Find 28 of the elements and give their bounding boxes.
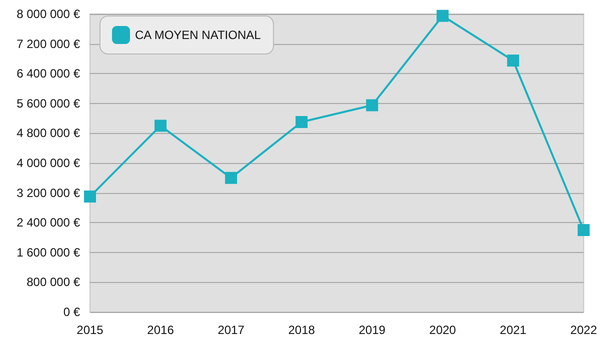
y-tick-label: 4 800 000 € [16,126,80,140]
y-tick-label: 0 € [63,305,80,319]
y-tick-label: 4 000 000 € [16,156,80,170]
y-tick-label: 8 000 000 € [16,7,80,21]
y-tick-label: 3 200 000 € [16,186,80,200]
y-tick-label: 6 400 000 € [16,66,80,81]
point [578,224,590,236]
x-tick-label: 2016 [147,323,174,337]
x-tick-label: 2020 [429,323,456,337]
x-tick-label: 2017 [218,323,245,337]
point [436,10,449,22]
x-tick-label: 2022 [570,323,598,337]
x-tick-label: 2021 [500,323,527,337]
x-tick-label: 2019 [358,323,386,337]
y-tick-label: 800 000 € [26,275,80,290]
point [154,120,167,132]
y-tick-label: 1 600 000 € [16,245,80,260]
y-tick-label: 7 200 000 € [16,36,80,51]
x-tick-label: 2015 [76,323,104,337]
point [366,99,378,112]
legend-label: CA MOYEN NATIONAL [135,28,262,42]
point [507,54,520,67]
point [84,190,96,203]
point [225,172,238,184]
y-tick-label: 5 600 000 € [16,96,80,110]
x-tick-label: 2018 [288,323,316,337]
y-tick-label: 2 400 000 € [16,216,80,230]
point [296,116,308,128]
